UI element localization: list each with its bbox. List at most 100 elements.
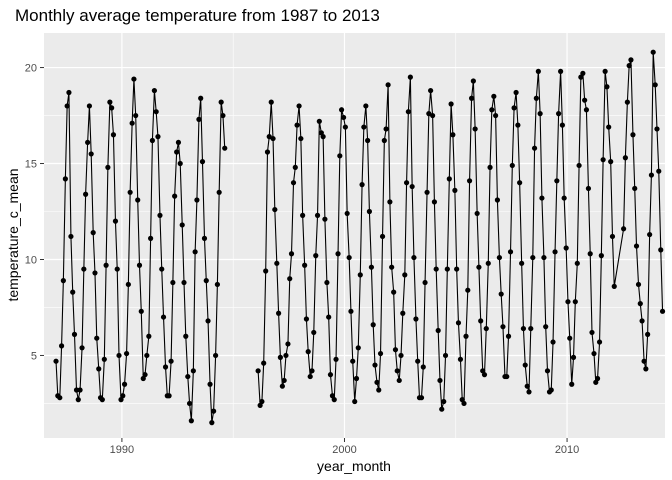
data-point [268,99,274,105]
data-point [430,112,436,119]
data-point [522,362,528,368]
data-point [570,354,577,360]
data-point [123,350,130,357]
x-axis-title: year_month [317,458,391,474]
data-point [73,387,80,393]
data-point [121,381,128,387]
data-point [574,260,580,266]
data-point [604,84,610,90]
data-point [626,63,632,69]
data-point [263,268,269,274]
y-tick-label: 15 [25,159,37,171]
data-point [487,164,493,170]
data-point [463,333,469,339]
data-point [385,82,391,88]
data-point [559,122,565,128]
data-point [648,172,655,178]
data-point [196,116,202,122]
data-point [85,139,91,146]
data-point [53,358,59,364]
data-point [454,266,460,272]
data-point [500,324,506,330]
data-point [350,358,356,364]
data-point [594,375,601,382]
data-point [283,352,289,359]
data-point [647,231,653,238]
data-point [428,87,434,94]
data-point [279,383,285,389]
data-point [160,314,167,320]
data-point [155,134,161,140]
data-point [316,118,322,124]
data-point [589,329,595,336]
data-point [496,254,502,261]
data-point [125,281,131,288]
data-point [381,137,387,144]
data-point [340,114,347,121]
data-point [353,375,360,382]
data-point [541,254,547,261]
data-point [565,299,571,305]
data-point [405,109,411,115]
data-point [179,222,185,228]
data-point [174,149,180,155]
data-point [172,193,178,199]
data-point [276,310,282,316]
data-point [515,122,521,128]
data-point [277,354,283,360]
data-point [435,327,441,334]
data-point [307,373,313,380]
data-point [658,247,664,253]
data-point [528,325,534,332]
data-point [190,368,196,374]
data-point [383,126,389,132]
data-point [181,279,187,286]
data-point [531,145,538,151]
data-point [468,95,475,101]
data-point [270,135,276,142]
data-point [186,400,193,407]
data-point [285,341,291,347]
data-point [392,347,399,353]
data-point [120,393,126,399]
data-point [296,103,302,109]
data-point [543,324,549,330]
data-point [298,135,304,142]
data-point [580,70,586,76]
data-point [177,160,183,167]
data-point [292,164,298,170]
data-point [643,366,649,372]
data-point [188,418,194,424]
data-point [537,111,543,117]
data-point [86,103,93,109]
data-point [583,107,590,113]
data-point [582,97,588,103]
y-tick-label: 5 [31,350,37,362]
data-point [144,352,150,359]
data-point [146,333,152,339]
data-point [481,372,488,378]
data-point [281,377,287,384]
data-point [424,189,430,195]
data-point [535,68,541,74]
data-point [374,379,380,385]
data-point [370,322,376,328]
data-point [357,272,363,278]
data-point [64,103,70,109]
data-point [335,251,341,257]
data-point [114,266,120,272]
data-point [71,331,78,337]
data-point [159,266,165,272]
data-point [355,345,361,351]
data-point [372,362,378,368]
data-point [142,372,148,378]
data-point [199,159,206,165]
data-point [450,132,456,138]
data-point [548,387,554,393]
data-point [519,260,525,266]
data-point [650,49,656,55]
data-point [576,162,582,169]
data-point [600,157,606,163]
x-tick-label: 2000 [332,444,356,456]
